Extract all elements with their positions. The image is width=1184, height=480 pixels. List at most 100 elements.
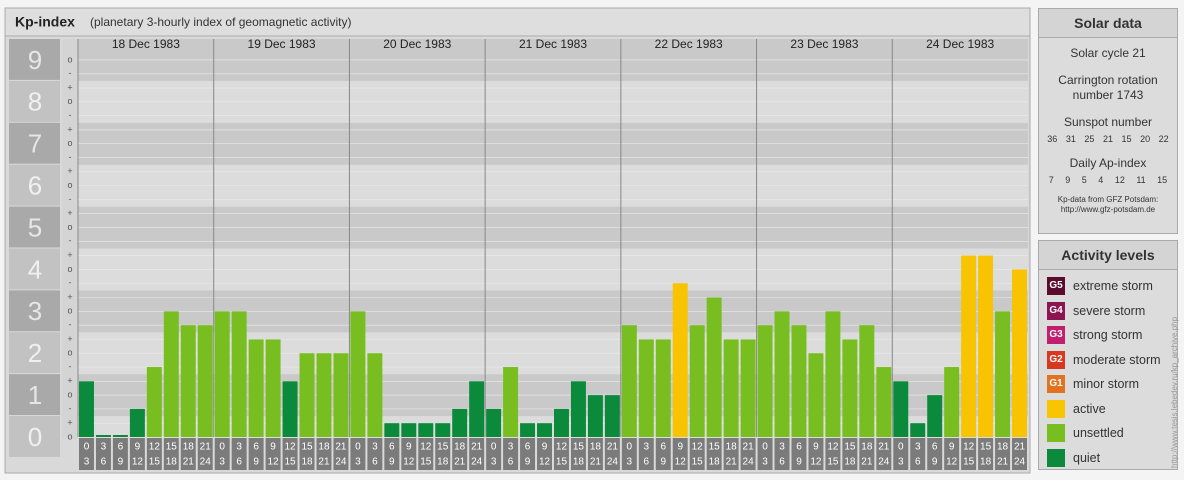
time-label: 3: [915, 442, 921, 453]
time-cell: [995, 438, 1011, 470]
y-tick-cell: [9, 206, 60, 248]
time-label: 18: [573, 457, 585, 468]
time-cell: [265, 438, 281, 470]
sunspot-number: 15: [1121, 134, 1132, 144]
day-label: 21 Dec 1983: [519, 37, 587, 51]
bar: [231, 311, 247, 437]
bar: [927, 395, 943, 437]
time-cell: [587, 438, 603, 470]
bar: [554, 408, 569, 437]
time-label: 0: [84, 442, 90, 453]
time-cell: [927, 438, 943, 470]
time-label: 6: [932, 442, 938, 453]
minor-tick-label: o: [67, 54, 72, 64]
legend-swatch: G3: [1047, 326, 1065, 345]
bar: [893, 381, 909, 437]
time-label: 6: [253, 442, 259, 453]
time-cell: [520, 438, 536, 470]
time-label: 6: [118, 442, 124, 453]
time-label: 9: [660, 457, 666, 468]
time-label: 18: [590, 442, 602, 453]
time-label: 15: [556, 457, 568, 468]
time-cell: [333, 438, 349, 470]
ap-number: 7: [1048, 175, 1054, 185]
time-label: 12: [539, 457, 551, 468]
legend-item: G5 extreme storm: [1039, 274, 1177, 299]
time-label: 9: [253, 457, 259, 468]
bar: [825, 311, 841, 437]
y-tick-label: 5: [28, 212, 42, 242]
time-label: 6: [389, 442, 395, 453]
day-label: 23 Dec 1983: [790, 37, 858, 51]
bar: [672, 283, 688, 437]
time-label: 0: [762, 442, 768, 453]
minor-tick-label: o: [67, 306, 72, 316]
bar: [655, 339, 671, 437]
minor-tick-label: +: [67, 418, 72, 428]
bar: [418, 423, 434, 437]
y-tick-label: 9: [28, 45, 42, 75]
time-label: 0: [627, 442, 633, 453]
time-cell: [384, 438, 400, 470]
bar: [621, 325, 637, 437]
time-cell: [876, 438, 892, 470]
minor-tick-label: o: [67, 180, 72, 190]
time-cell: [672, 438, 688, 470]
time-label: 3: [219, 457, 225, 468]
minor-tick-label: -: [69, 194, 72, 204]
legend-swatch: [1047, 448, 1065, 467]
time-cell: [893, 438, 909, 470]
carrington: Carrington rotation: [1058, 73, 1158, 87]
time-label: 15: [980, 442, 992, 453]
time-label: 9: [270, 442, 276, 453]
minor-tick-label: -: [69, 152, 72, 162]
time-label: 6: [236, 457, 242, 468]
time-label: 18: [318, 442, 330, 453]
y-tick-cell: [9, 80, 60, 122]
panel-title: Activity levels: [1039, 241, 1177, 270]
bar: [910, 423, 926, 437]
time-cell: [112, 438, 128, 470]
time-label: 9: [525, 457, 531, 468]
bar: [112, 435, 128, 437]
time-label: 0: [898, 442, 904, 453]
bar: [842, 339, 858, 437]
y-tick-cell: [9, 416, 60, 457]
sunspot-number: 22: [1158, 134, 1169, 144]
bar: [587, 395, 603, 437]
time-cell: [503, 438, 519, 470]
time-label: 3: [236, 442, 242, 453]
time-cell: [180, 438, 196, 470]
time-cell: [486, 438, 502, 470]
time-label: 6: [779, 457, 785, 468]
minor-tick-label: +: [67, 250, 72, 260]
time-cell: [146, 438, 162, 470]
legend-label: minor storm: [1073, 377, 1139, 392]
bar: [638, 339, 654, 437]
bar: [469, 381, 485, 437]
legend-swatch: G4: [1047, 301, 1065, 320]
time-label: 18: [454, 442, 466, 453]
time-cell: [791, 438, 807, 470]
bar: [774, 311, 790, 437]
band: [78, 416, 1028, 437]
chart: Kp-index (planetary 3-hourly index of ge…: [4, 7, 1031, 474]
panel-title: Solar data: [1039, 9, 1177, 38]
time-label: 18: [183, 442, 195, 453]
time-cell: [282, 438, 298, 470]
legend-swatch: [1047, 424, 1065, 443]
minor-tick-label: -: [69, 278, 72, 288]
activity-levels-panel: Activity levels G5 extreme storm G4 severe …: [1038, 240, 1178, 470]
y-tick-cell: [9, 122, 60, 164]
time-label: 18: [166, 457, 178, 468]
bar: [435, 423, 451, 437]
time-label: 21: [200, 442, 212, 453]
time-label: 3: [355, 457, 361, 468]
time-cell: [723, 438, 739, 470]
bar: [503, 367, 519, 437]
time-label: 21: [878, 442, 890, 453]
sunspot-numbers: 36 31 25 21 15 20 22: [1039, 130, 1177, 144]
time-label: 18: [301, 457, 313, 468]
minor-tick-label: o: [67, 222, 72, 232]
